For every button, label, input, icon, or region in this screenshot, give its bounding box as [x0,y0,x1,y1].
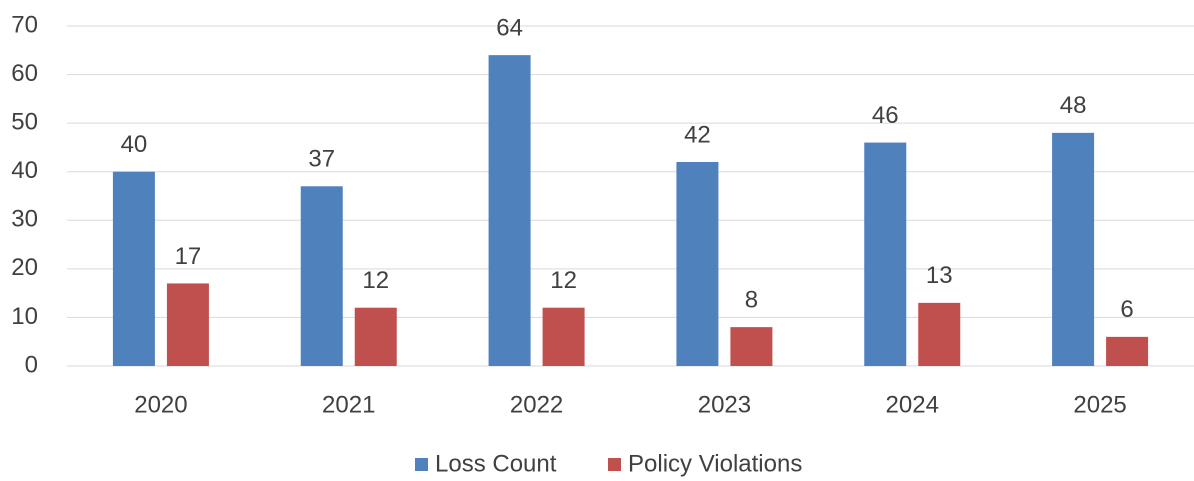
x-tick-label: 2025 [1073,391,1126,418]
y-tick-label: 60 [11,60,38,87]
bar [300,186,343,366]
bar [488,55,531,367]
data-label: 40 [121,131,148,158]
y-tick-label: 30 [11,206,38,233]
x-tick-label: 2022 [510,391,563,418]
data-label: 42 [684,121,711,148]
data-label: 37 [308,146,335,173]
bar [166,283,209,366]
bar [354,307,397,366]
data-label: 46 [872,102,899,129]
y-tick-label: 40 [11,157,38,184]
data-label: 17 [175,243,202,270]
x-tick-label: 2021 [322,391,375,418]
legend-label: Loss Count [435,450,557,477]
x-tick-label: 2020 [134,391,187,418]
legend-swatch [415,458,428,471]
data-label: 8 [745,286,758,313]
bar [918,302,961,366]
bar [1106,336,1149,366]
bar [730,327,773,366]
x-tick-label: 2023 [698,391,751,418]
bar [1052,132,1095,366]
x-tick-label: 2024 [886,391,939,418]
y-tick-label: 0 [25,351,38,378]
bar [676,162,719,366]
y-tick-label: 10 [11,303,38,330]
data-label: 12 [550,267,577,294]
data-label: 48 [1060,92,1087,119]
data-label: 6 [1120,296,1133,323]
legend-label: Policy Violations [628,450,802,477]
data-label: 12 [362,267,389,294]
y-tick-label: 70 [11,11,38,38]
y-tick-label: 50 [11,108,38,135]
data-label: 13 [926,262,953,289]
bar [864,142,907,366]
legend-swatch [608,458,621,471]
bar [542,307,585,366]
data-label: 64 [496,14,523,41]
y-tick-label: 20 [11,254,38,281]
bar [112,171,155,366]
